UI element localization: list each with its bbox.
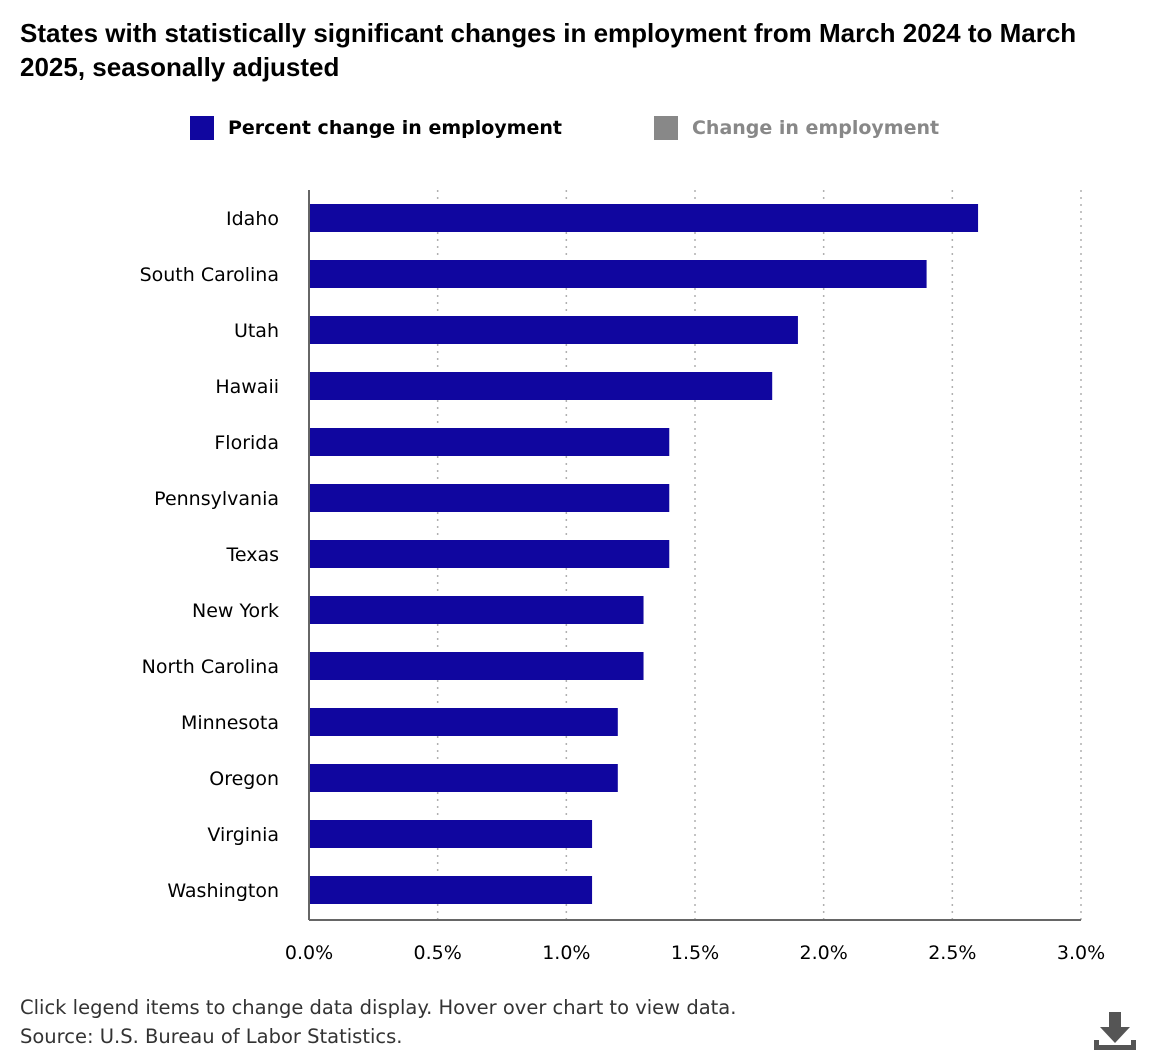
bar[interactable] [309, 540, 670, 568]
bar[interactable] [309, 876, 593, 904]
bar[interactable] [309, 428, 670, 456]
x-tick-label: 0.0% [285, 942, 333, 964]
category-label: South Carolina [140, 264, 279, 286]
legend-swatch-percent-change [190, 116, 214, 140]
x-tick-label: 1.0% [542, 942, 590, 964]
legend-label-change: Change in employment [691, 117, 940, 139]
x-tick-label: 1.5% [671, 942, 719, 964]
bar[interactable] [309, 708, 618, 736]
x-tick-label: 0.5% [414, 942, 462, 964]
legend-item-change[interactable]: Change in employment [653, 116, 940, 140]
bar[interactable] [309, 652, 644, 680]
category-label: Pennsylvania [154, 488, 279, 510]
category-label: Washington [167, 880, 279, 902]
x-tick-label: 2.0% [800, 942, 848, 964]
category-label: North Carolina [142, 656, 279, 678]
chart-title: States with statistically significant ch… [20, 18, 1077, 82]
legend-item-percent-change[interactable]: Percent change in employment [190, 116, 562, 140]
bar[interactable] [309, 820, 593, 848]
download-icon[interactable] [1092, 1010, 1138, 1054]
x-tick-label: 2.5% [928, 942, 976, 964]
category-label: Utah [234, 320, 279, 342]
chart-area[interactable]: Idaho South Carolina Utah Hawaii Florida Penn… [0, 170, 1160, 970]
category-label: Minnesota [181, 712, 279, 734]
legend: Percent change in employment Change in e… [190, 114, 1031, 142]
bar[interactable] [309, 204, 979, 232]
bar[interactable] [309, 596, 644, 624]
legend-label-percent-change: Percent change in employment [228, 117, 562, 139]
category-label: Virginia [207, 824, 279, 846]
bar[interactable] [309, 260, 927, 288]
category-label: Texas [225, 544, 279, 566]
bar[interactable] [309, 484, 670, 512]
footer-note: Click legend items to change data displa… [20, 996, 737, 1019]
bar-chart[interactable]: Idaho South Carolina Utah Hawaii Florida Penn… [0, 170, 1160, 970]
x-tick-label: 3.0% [1057, 942, 1105, 964]
footer-source: Source: U.S. Bureau of Labor Statistics. [20, 1025, 403, 1048]
bar[interactable] [309, 316, 798, 344]
bar[interactable] [309, 372, 773, 400]
category-label: Florida [214, 432, 279, 454]
bar[interactable] [309, 764, 618, 792]
category-label: Idaho [226, 208, 279, 230]
category-label: New York [192, 600, 279, 622]
chart-footer: Click legend items to change data displa… [20, 993, 736, 1051]
category-label: Hawaii [215, 376, 279, 398]
category-label: Oregon [209, 768, 279, 790]
legend-swatch-change [653, 116, 678, 140]
